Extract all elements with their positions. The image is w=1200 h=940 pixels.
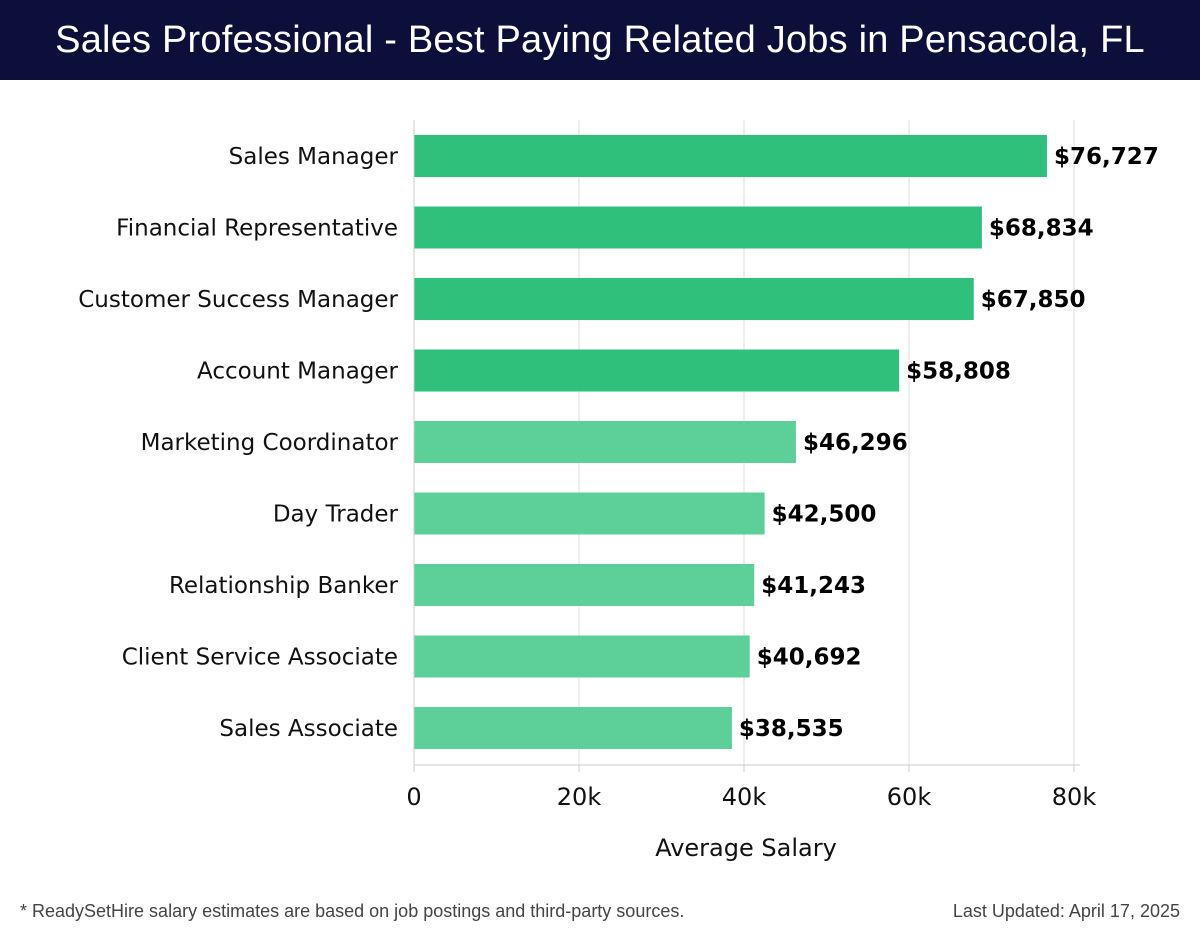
chart-title: Sales Professional - Best Paying Related… [55,18,1145,61]
category-label: Customer Success Manager [78,287,398,313]
category-label: Sales Manager [229,144,399,170]
x-tick-label: 20k [557,783,602,811]
value-label: $40,692 [757,645,862,671]
chart-header: Sales Professional - Best Paying Related… [0,0,1200,80]
x-tick-label: 40k [722,783,767,811]
value-label: $76,727 [1054,144,1159,170]
category-label: Relationship Banker [169,573,399,599]
x-tick-label: 60k [887,783,932,811]
value-label: $58,808 [906,359,1011,385]
bar [414,707,732,749]
bar-chart: Sales Manager Financial Representative Cus… [78,120,1159,862]
bars [414,135,1047,749]
category-label: Financial Representative [116,216,398,242]
value-label: $38,535 [739,716,844,742]
category-label: Day Trader [273,502,399,528]
bar [414,635,750,678]
bar [414,492,765,535]
bar [414,349,900,392]
value-label: $41,243 [761,573,866,599]
bar [414,421,796,463]
category-labels: Sales Manager Financial Representative Cus… [78,144,398,742]
value-label: $67,850 [981,287,1086,313]
category-label: Client Service Associate [122,645,398,671]
value-labels: $76,727 $68,834 $67,850 $58,808 $46,296 $42,5… [739,144,1159,742]
axis-lines [413,120,1080,772]
value-label: $46,296 [803,430,908,456]
bar [414,135,1047,177]
footer-note: * ReadySetHire salary estimates are base… [20,901,685,921]
category-label: Account Manager [197,359,399,385]
category-label: Sales Associate [219,716,398,742]
value-label: $68,834 [989,216,1094,242]
bar [414,278,974,320]
bar [414,206,982,249]
x-tick-label: 80k [1052,783,1097,811]
category-label: Marketing Coordinator [141,430,399,456]
last-updated: Last Updated: April 17, 2025 [952,901,1180,921]
x-axis-title: Average Salary [655,834,837,862]
value-label: $42,500 [772,502,877,528]
x-tick-label: 0 [406,783,421,811]
x-tick-labels: 0 20k 40k 60k 80k [406,783,1096,811]
bar [414,564,755,606]
